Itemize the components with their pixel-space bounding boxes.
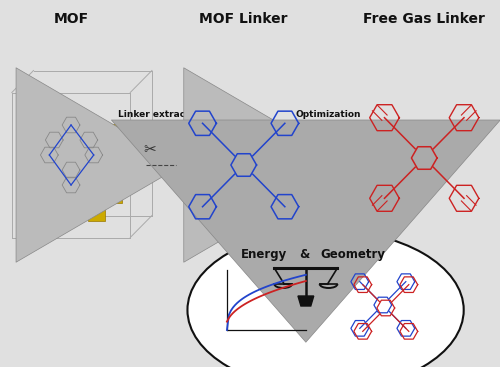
Polygon shape: [36, 121, 53, 138]
Polygon shape: [298, 296, 314, 306]
Polygon shape: [53, 204, 70, 222]
Text: Free Gas Linker: Free Gas Linker: [364, 12, 485, 26]
Text: Energy: Energy: [242, 248, 288, 261]
Polygon shape: [53, 168, 70, 185]
Polygon shape: [88, 139, 105, 156]
Polygon shape: [70, 188, 88, 204]
Polygon shape: [36, 153, 53, 171]
Text: Geometry: Geometry: [320, 248, 386, 261]
Polygon shape: [70, 156, 88, 174]
Text: Comparison: Comparison: [273, 233, 338, 243]
Text: &: &: [299, 248, 309, 261]
Ellipse shape: [188, 230, 464, 367]
Polygon shape: [105, 124, 122, 141]
Text: MOF: MOF: [54, 12, 88, 26]
Polygon shape: [105, 186, 122, 203]
Polygon shape: [88, 204, 105, 222]
Polygon shape: [53, 139, 70, 156]
Text: Optimization: Optimization: [296, 110, 362, 119]
Text: MOF Linker: MOF Linker: [200, 12, 288, 26]
Polygon shape: [36, 185, 53, 201]
Text: ✂: ✂: [144, 142, 156, 157]
Polygon shape: [70, 124, 88, 141]
Text: Linker extraction: Linker extraction: [118, 110, 206, 119]
Polygon shape: [88, 170, 105, 186]
Polygon shape: [105, 156, 122, 172]
